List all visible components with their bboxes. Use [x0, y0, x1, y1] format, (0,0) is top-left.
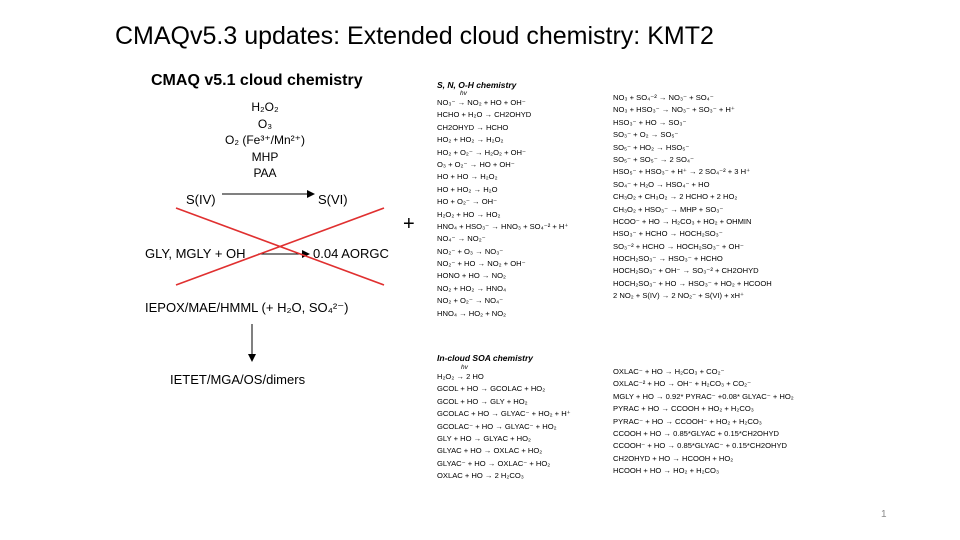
reaction-item: CCOOH + HO → 0.85*GLYAC + 0.15*CH2OHYD — [613, 428, 779, 438]
reaction-item: NO₂⁻ + HO → NO₂ + OH⁻ — [437, 259, 526, 269]
left-panel-subtitle: CMAQ v5.1 cloud chemistry — [151, 72, 363, 89]
reaction-item: HSO₃⁻ + HCHO → HOCH₂SO₃⁻ — [613, 229, 723, 239]
reaction-item: HO + O₂⁻ → OH⁻ — [437, 197, 498, 207]
reaction-item: HNO₄ + HSO₃⁻ → HNO₃ + SO₄⁻² + H⁺ — [437, 221, 569, 231]
reaction-item: PYRAC + HO → CCOOH + HO₂ + H₂CO₃ — [613, 404, 754, 414]
oxidant-item: O₂ (Fe³⁺/Mn²⁺) — [225, 133, 305, 147]
reaction-item: HCOO⁻ + HO → H₂CO₃ + HO₂ + OHMIN — [613, 216, 752, 226]
snoh-reactions-col2: NO₃ + SO₄⁻² → NO₃⁻ + SO₄⁻ NO₃ + HSO₃⁻ → … — [613, 92, 772, 303]
gly-reactants-label: GLY, MGLY + OH — [145, 246, 246, 261]
oxidant-item: O₃ — [257, 116, 273, 131]
reaction-item: SO₃⁻² + HCHO → HOCH₂SO₃⁻ + OH⁻ — [613, 241, 744, 251]
reaction-item: CH2OHYD → HCHO — [437, 122, 509, 132]
reaction-item: HCOOH + HO → HO₂ + H₂CO₃ — [613, 466, 720, 476]
reaction-item: NO₂ + O₂⁻ → NO₄⁻ — [437, 296, 504, 306]
snoh-heading: S, N, O-H chemistry — [437, 80, 517, 90]
reaction-item: HOCH₂SO₃⁻ → HSO₃⁻ + HCHO — [613, 254, 723, 264]
page-title: CMAQv5.3 updates: Extended cloud chemist… — [115, 22, 714, 50]
ietet-label: IETET/MGA/OS/dimers — [170, 372, 306, 387]
reaction-item: GCOL + HO → GCOLAC + HO₂ — [437, 384, 546, 394]
reaction-item: NO₂⁻ + O₃ → NO₃⁻ — [437, 246, 504, 256]
reaction-item: GLYAC⁻ + HO → OXLAC⁻ + HO₂ — [437, 458, 551, 468]
reaction-item: H₂O₂ + HO → HO₂ — [437, 209, 501, 219]
reaction-item: 2 NO₂ + S(IV) → 2 NO₂⁻ + S(VI) + xH⁺ — [613, 291, 745, 301]
reaction-item: SO₄⁻ + H₂O → HSO₄⁻ + HO — [613, 179, 710, 189]
reaction-item: NO₃⁻ → NO₂ + HO + OH⁻ — [437, 98, 526, 107]
reaction-item: CH₃O₂ + HSO₃⁻ → MHP + SO₃⁻ — [613, 204, 724, 214]
reaction-item: CH2OHYD + HO → HCOOH + HO₂ — [613, 453, 734, 463]
reaction-item: NO₃ + HSO₃⁻ → NO₃⁻ + SO₃⁻ + H⁺ — [613, 105, 735, 115]
soa-reactions-col2: OXLAC⁻ + HO → H₂CO₃ + CO₂⁻ OXLAC⁻² + HO … — [613, 366, 794, 478]
reaction-item: NO₄⁻ → NO₂⁻ — [437, 234, 486, 244]
oxidant-item: H₂O₂ — [251, 100, 279, 114]
reaction-item: H₂O₂ → 2 HO — [437, 372, 484, 381]
soa-heading: In-cloud SOA chemistry — [437, 353, 534, 363]
reaction-item: HOCH₂SO₃⁻ + HO → HSO₃⁻ + HO₂ + HCOOH — [613, 278, 772, 288]
reaction-item: HO₂ + HO₂ → H₂O₂ — [437, 135, 504, 145]
reaction-item: MGLY + HO → 0.92* PYRAC⁻ +0.08* GLYAC⁻ +… — [613, 391, 794, 401]
reaction-item: GCOLAC⁻ + HO → GLYAC⁻ + HO₂ — [437, 421, 557, 431]
gly-products-label: 0.04 AORGC — [313, 246, 389, 261]
reaction-item: HNO₄ → HO₂ + NO₂ — [437, 308, 507, 318]
iepox-label: IEPOX/MAE/HMML (+ H₂O, SO₄²⁻) — [145, 300, 349, 315]
hv-label: hv — [460, 90, 467, 97]
siv-label: S(IV) — [186, 192, 216, 207]
reaction-item: HSO₃⁻ + HO → SO₃⁻ — [613, 117, 687, 127]
cross-out-line — [175, 207, 385, 286]
reaction-item: HONO + HO → NO₂ — [437, 271, 506, 281]
reaction-item: GLYAC + HO → OXLAC + HO₂ — [437, 446, 543, 456]
reaction-item: GCOLAC + HO → GLYAC⁻ + HO₂ + H⁺ — [437, 409, 571, 419]
plus-sign: + — [403, 213, 415, 235]
page-number: 1 — [881, 509, 887, 520]
reaction-item: HSO₅⁻ + HSO₃⁻ + H⁺ → 2 SO₄⁻² + 3 H⁺ — [613, 167, 751, 177]
reaction-item: NO₂ + HO₂ → HNO₄ — [437, 283, 507, 293]
reaction-item: CH₃O₂ + CH₃O₂ → 2 HCHO + 2 HO₂ — [613, 192, 738, 202]
reaction-item: OXLAC⁻² + HO → OH⁻ + H₂CO₃ + CO₂⁻ — [613, 379, 752, 389]
reaction-item: PYRAC⁻ + HO → CCOOH⁻ + HO₂ + H₂CO₃ — [613, 416, 762, 426]
soa-reactions-col1: H₂O₂ → 2 HO GCOL + HO → GCOLAC + HO₂ GCO… — [437, 371, 571, 483]
reaction-item: SO₅⁻ + SO₅⁻ → 2 SO₄⁻ — [613, 154, 694, 164]
svi-label: S(VI) — [318, 192, 348, 207]
oxidant-list: H₂O₂ O₃ O₂ (Fe³⁺/Mn²⁺) MHP PAA — [200, 99, 330, 182]
reaction-item: SO₅⁻ + HO₂ → HSO₅⁻ — [613, 142, 690, 152]
oxidant-item: PAA — [253, 166, 277, 180]
reaction-item: HO₂ + O₂⁻ → H₂O₂ + OH⁻ — [437, 147, 527, 157]
reaction-item: GCOL + HO → GLY + HO₂ — [437, 396, 528, 406]
hv-label: hv — [461, 364, 468, 371]
reaction-item: HO + HO₂ → H₂O — [437, 184, 498, 194]
reaction-item: OXLAC⁻ + HO → H₂CO₃ + CO₂⁻ — [613, 367, 725, 376]
reaction-item: O₃ + O₂⁻ → HO + OH⁻ — [437, 159, 515, 169]
reaction-item: HO + HO → H₂O₂ — [437, 172, 498, 182]
reaction-item: OXLAC + HO → 2 H₂CO₃ — [437, 471, 524, 481]
reaction-item: SO₃⁻ + O₂ → SO₅⁻ — [613, 130, 679, 140]
reaction-item: GLY + HO → GLYAC + HO₂ — [437, 433, 531, 443]
reaction-item: HCHO + H₂O → CH2OHYD — [437, 110, 532, 120]
snoh-reactions-col1: NO₃⁻ → NO₂ + HO + OH⁻ HCHO + H₂O → CH2OH… — [437, 97, 568, 320]
reaction-item: HOCH₂SO₃⁻ + OH⁻ → SO₃⁻² + CH2OHYD — [613, 266, 759, 276]
reaction-item: CCOOH⁻ + HO → 0.85*GLYAC⁻ + 0.15*CH2OHYD — [613, 441, 788, 451]
reaction-item: NO₃ + SO₄⁻² → NO₃⁻ + SO₄⁻ — [613, 93, 714, 102]
oxidant-item: MHP — [251, 149, 279, 164]
